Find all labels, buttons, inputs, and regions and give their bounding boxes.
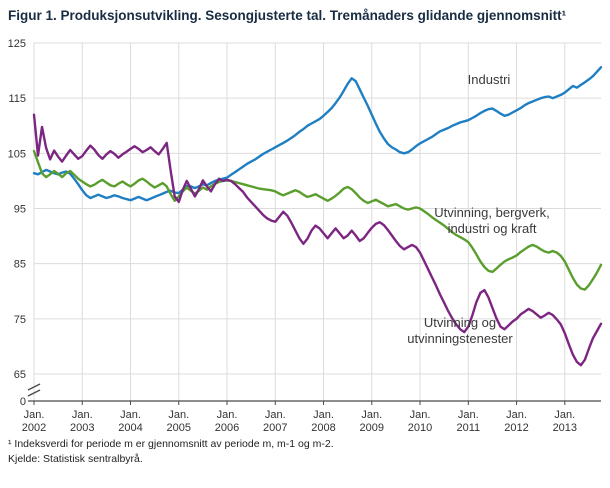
plot-layer: Jan.2002Jan.2003Jan.2004Jan.2005Jan.2006… [8,38,603,434]
x-tick-label-year: 2012 [504,422,528,434]
x-tick-label-year: 2009 [360,422,384,434]
footnotes: ¹ Indeksverdi for periode m er gjennomsn… [0,435,610,467]
footnote-definition: ¹ Indeksverdi for periode m er gjennomsn… [8,438,334,451]
series-line-2 [32,113,603,367]
series-line-0 [32,66,603,202]
axis-break-mark [27,383,41,391]
x-tick-label-month: Jan. [24,409,45,421]
x-tick-label-month: Jan. [120,409,141,421]
y-tick-label: 115 [8,93,26,105]
footnote-source: Kjelde: Statistisk sentralbyrå. [8,453,143,466]
x-tick-label-month: Jan. [217,409,238,421]
axis-break-mark [27,389,41,397]
x-tick-label-month: Jan. [168,409,189,421]
x-tick-label-month: Jan. [265,409,286,421]
series-label-industri: Industri [468,72,511,87]
series-label-utvinning-tenester-line1: Utvinning og [424,315,496,330]
series-annotations: Industri Utvinning, bergverk, industri o… [407,72,550,346]
chart-area: Jan. 2002 Jan. 2003 Jan. 2004 Jan. 2005 Jan. 2006… [0,29,610,435]
x-tick-label-month: Jan. [72,409,93,421]
x-tick-label-month: Jan. [313,409,334,421]
x-tick-label-month: Jan. [554,409,575,421]
x-tick-label-year: 2005 [167,422,191,434]
x-tick-label-year: 2004 [118,422,142,434]
x-tick-label-year: 2002 [22,422,46,434]
y-tick-label: 125 [8,38,26,50]
x-tick-label-year: 2007 [263,422,287,434]
y-tick-label-zero: 0 [20,396,26,408]
chart-title: Figur 1. Produksjonsutvikling. Sesongjus… [8,8,567,23]
x-tick-label-year: 2008 [311,422,335,434]
series-line-1 [32,150,603,292]
series-label-utvinning-tenester-line2: utvinningstenester [407,331,513,346]
x-tick-label-year: 2010 [408,422,432,434]
series-label-utvinning-bergverk-line1: Utvinning, bergverk, [434,205,550,220]
y-tick-label: 105 [8,149,26,161]
x-tick-label-month: Jan. [458,409,479,421]
line-chart: Jan.2002Jan.2003Jan.2004Jan.2005Jan.2006… [8,38,603,434]
y-tick-label: 75 [14,314,26,326]
y-tick-label: 65 [14,369,26,381]
x-tick-label-month: Jan. [506,409,527,421]
x-tick-label-year: 2011 [456,422,480,434]
y-tick-label: 95 [14,204,26,216]
x-tick-label-month: Jan. [361,409,382,421]
x-tick-label-month: Jan. [410,409,431,421]
x-tick-label-year: 2003 [70,422,94,434]
series-label-utvinning-bergverk-line2: industri og kraft [448,221,537,236]
x-tick-label-year: 2013 [553,422,577,434]
y-tick-label: 85 [14,259,26,271]
x-tick-label-year: 2006 [215,422,239,434]
